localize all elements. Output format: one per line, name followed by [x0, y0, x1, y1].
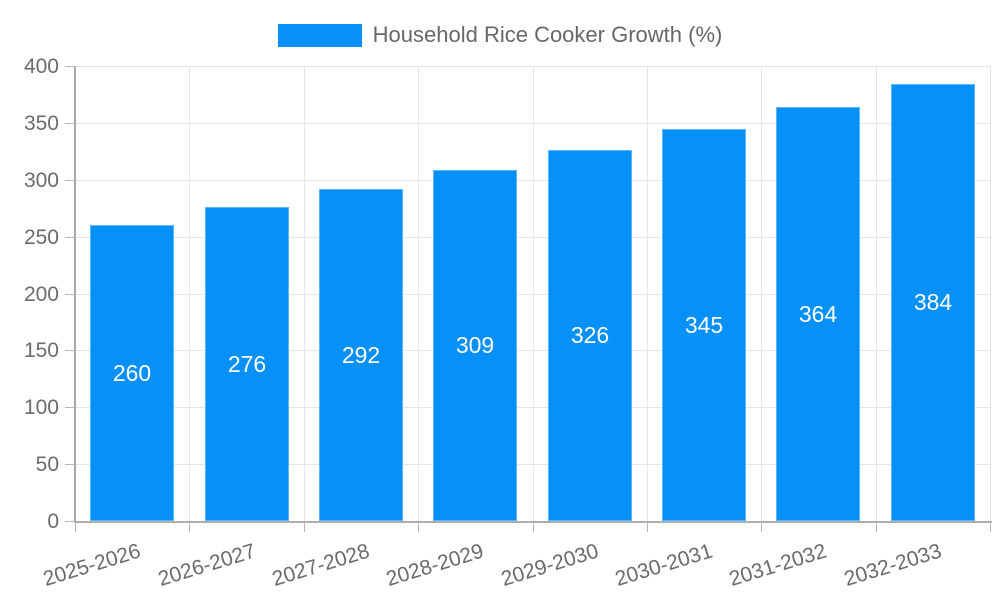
- bar-value-label: 326: [570, 322, 610, 348]
- bar[interactable]: 292: [319, 189, 403, 521]
- x-gridline: [761, 66, 762, 521]
- x-tick: [75, 522, 76, 532]
- y-tick: [65, 350, 75, 351]
- y-tick-label: 300: [23, 169, 59, 192]
- y-tick-label: 200: [23, 283, 59, 306]
- x-tick: [304, 522, 305, 532]
- y-gridline: [75, 350, 990, 352]
- y-tick-label: 400: [23, 55, 59, 78]
- bar-value-label: 260: [112, 359, 152, 386]
- bar-value-label: 292: [341, 341, 381, 368]
- bar[interactable]: 345: [662, 129, 746, 521]
- y-tick-label: 350: [23, 112, 59, 135]
- legend-swatch: [277, 23, 362, 47]
- x-tick: [189, 522, 190, 532]
- plot-area: 260 276 292 309 326 345 364 384: [75, 66, 991, 521]
- y-tick: [65, 180, 75, 181]
- x-gridline: [304, 66, 305, 521]
- bar-value-label: 276: [227, 350, 267, 377]
- y-axis-line: [74, 66, 76, 522]
- y-tick-label: 100: [23, 396, 59, 419]
- bar-value-label: 364: [798, 300, 838, 327]
- y-tick: [65, 237, 75, 238]
- y-gridline: [75, 236, 990, 238]
- x-tick: [990, 522, 991, 532]
- y-gridline: [75, 293, 990, 295]
- y-tick: [65, 464, 75, 465]
- y-tick-label: 0: [47, 510, 59, 533]
- y-tick: [65, 521, 75, 522]
- y-tick-label: 50: [35, 453, 59, 476]
- bar[interactable]: 309: [433, 170, 517, 521]
- y-tick-label: 250: [23, 226, 59, 249]
- x-tick: [418, 522, 419, 532]
- bar[interactable]: 276: [205, 207, 289, 521]
- x-tick: [647, 522, 648, 532]
- chart-legend[interactable]: Household Rice Cooker Growth (%): [0, 21, 1000, 49]
- x-gridline: [990, 66, 991, 521]
- y-tick-label: 150: [23, 339, 59, 362]
- x-tick: [761, 522, 762, 532]
- x-gridline: [647, 66, 648, 521]
- bar[interactable]: 384: [891, 84, 975, 521]
- y-tick: [65, 123, 75, 124]
- x-gridline: [876, 66, 877, 521]
- x-gridline: [533, 66, 534, 521]
- bar-value-label: 345: [684, 311, 724, 338]
- y-tick: [65, 66, 75, 67]
- legend-label: Household Rice Cooker Growth (%): [372, 22, 723, 47]
- bar[interactable]: 260: [90, 225, 174, 521]
- bar[interactable]: 326: [548, 150, 632, 521]
- y-gridline: [75, 179, 990, 181]
- y-tick: [65, 294, 75, 295]
- y-gridline: [75, 122, 990, 124]
- y-gridline: [75, 464, 990, 466]
- x-tick: [533, 522, 534, 532]
- y-gridline: [75, 66, 990, 67]
- bar-value-label: 309: [455, 332, 495, 358]
- x-tick: [876, 522, 877, 532]
- bar-value-label: 384: [913, 289, 953, 315]
- bar[interactable]: 364: [776, 107, 860, 521]
- x-gridline: [418, 66, 419, 521]
- x-gridline: [189, 66, 190, 521]
- y-gridline: [75, 407, 990, 409]
- y-tick: [65, 407, 75, 408]
